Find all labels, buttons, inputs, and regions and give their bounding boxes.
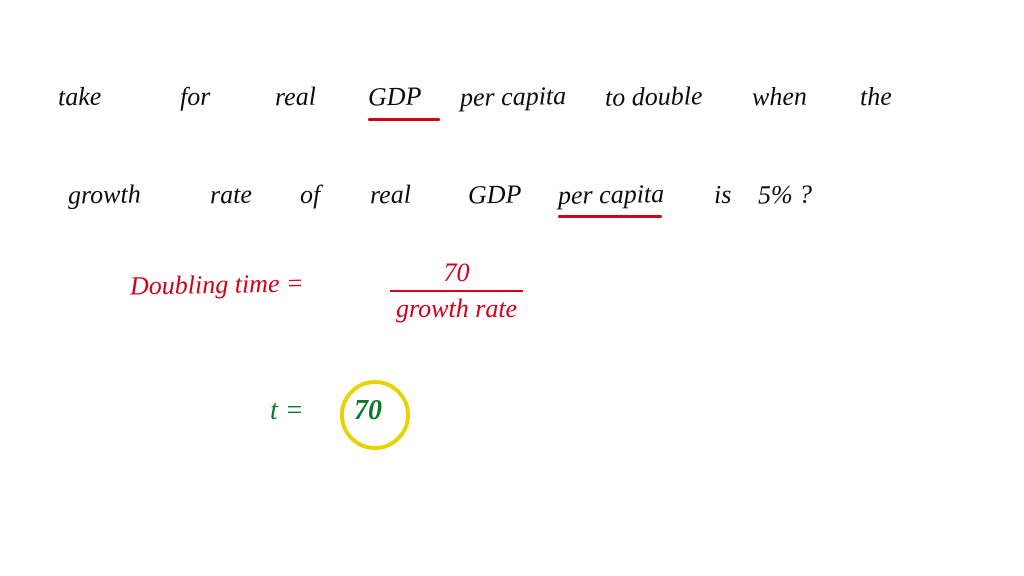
t-equals-label: t = bbox=[270, 395, 304, 427]
line1-word-percapita: per capita bbox=[460, 81, 567, 113]
line2-word-real: real bbox=[370, 180, 411, 211]
line1-word-take: take bbox=[58, 82, 102, 113]
line2-word-is: is bbox=[714, 180, 732, 210]
formula-fraction: 70 growth rate bbox=[390, 258, 523, 324]
line1-word-gdp: GDP bbox=[368, 82, 422, 113]
line1-word-the: the bbox=[860, 82, 892, 113]
handwriting-stage: take for real GDP per capita to double w… bbox=[0, 0, 1024, 576]
fraction-denominator: growth rate bbox=[390, 290, 523, 324]
line1-word-todouble: to double bbox=[605, 81, 703, 113]
line2-word-of: of bbox=[300, 180, 321, 210]
line1-word-when: when bbox=[752, 82, 807, 113]
line2-word-gdp2: GDP bbox=[468, 180, 522, 211]
line2-word-rate: rate bbox=[210, 180, 252, 211]
fraction-numerator: 70 bbox=[390, 258, 523, 290]
underline-percapita bbox=[558, 215, 662, 218]
t-value-70: 70 bbox=[354, 395, 382, 427]
line1-word-real: real bbox=[275, 82, 316, 113]
line2-word-percapita2: per capita bbox=[558, 179, 665, 211]
line2-word-5pct: 5% ? bbox=[758, 180, 813, 211]
formula-label: Doubling time = bbox=[130, 268, 304, 301]
underline-gdp bbox=[368, 118, 440, 121]
line1-word-for: for bbox=[180, 82, 211, 113]
line2-word-growth: growth bbox=[68, 179, 141, 210]
